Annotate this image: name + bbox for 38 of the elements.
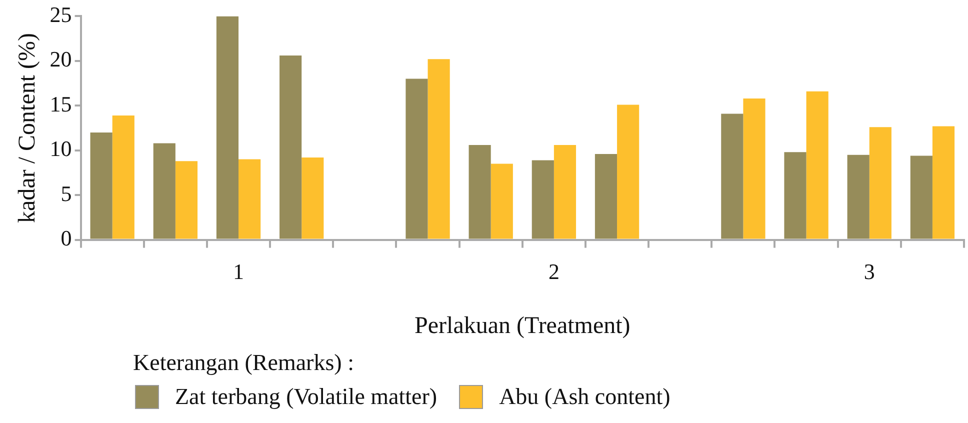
bar <box>910 156 932 239</box>
bar <box>847 154 870 239</box>
bar <box>869 127 892 239</box>
legend-label: Zat terbang (Volatile matter) <box>175 384 438 410</box>
bar <box>490 164 513 239</box>
bar <box>932 126 955 239</box>
bar <box>90 132 112 239</box>
bar <box>238 159 261 239</box>
bar <box>532 160 554 239</box>
x-tick-label: 2 <box>548 258 560 284</box>
bar <box>406 78 428 239</box>
legend-title: Keterangan (Remarks) : <box>133 350 355 376</box>
bar <box>806 91 828 239</box>
bar <box>428 59 450 239</box>
bar <box>175 161 198 239</box>
bar <box>721 114 744 239</box>
x-axis-title: Perlakuan (Treatment) <box>414 312 630 339</box>
bar <box>594 154 618 239</box>
y-tick-label: 20 <box>50 46 72 72</box>
y-tick-label: 25 <box>50 2 72 27</box>
y-tick-label: 5 <box>60 180 72 206</box>
legend-label: Abu (Ash content) <box>499 384 670 410</box>
x-tick-label: 3 <box>864 258 875 284</box>
bar <box>280 56 302 239</box>
bar <box>302 158 324 239</box>
bar <box>554 144 576 239</box>
y-tick-label: 10 <box>50 136 72 162</box>
y-axis-title: kadar / Content (%) <box>14 33 41 223</box>
bar <box>743 98 766 239</box>
bar <box>784 152 806 239</box>
y-tick-label: 0 <box>60 226 72 251</box>
bar <box>216 16 239 239</box>
y-tick-label: 15 <box>50 91 72 116</box>
bar <box>112 115 134 239</box>
x-tick-label: 1 <box>233 258 244 284</box>
bar <box>153 143 176 239</box>
bar <box>468 144 491 239</box>
bar <box>617 104 640 239</box>
